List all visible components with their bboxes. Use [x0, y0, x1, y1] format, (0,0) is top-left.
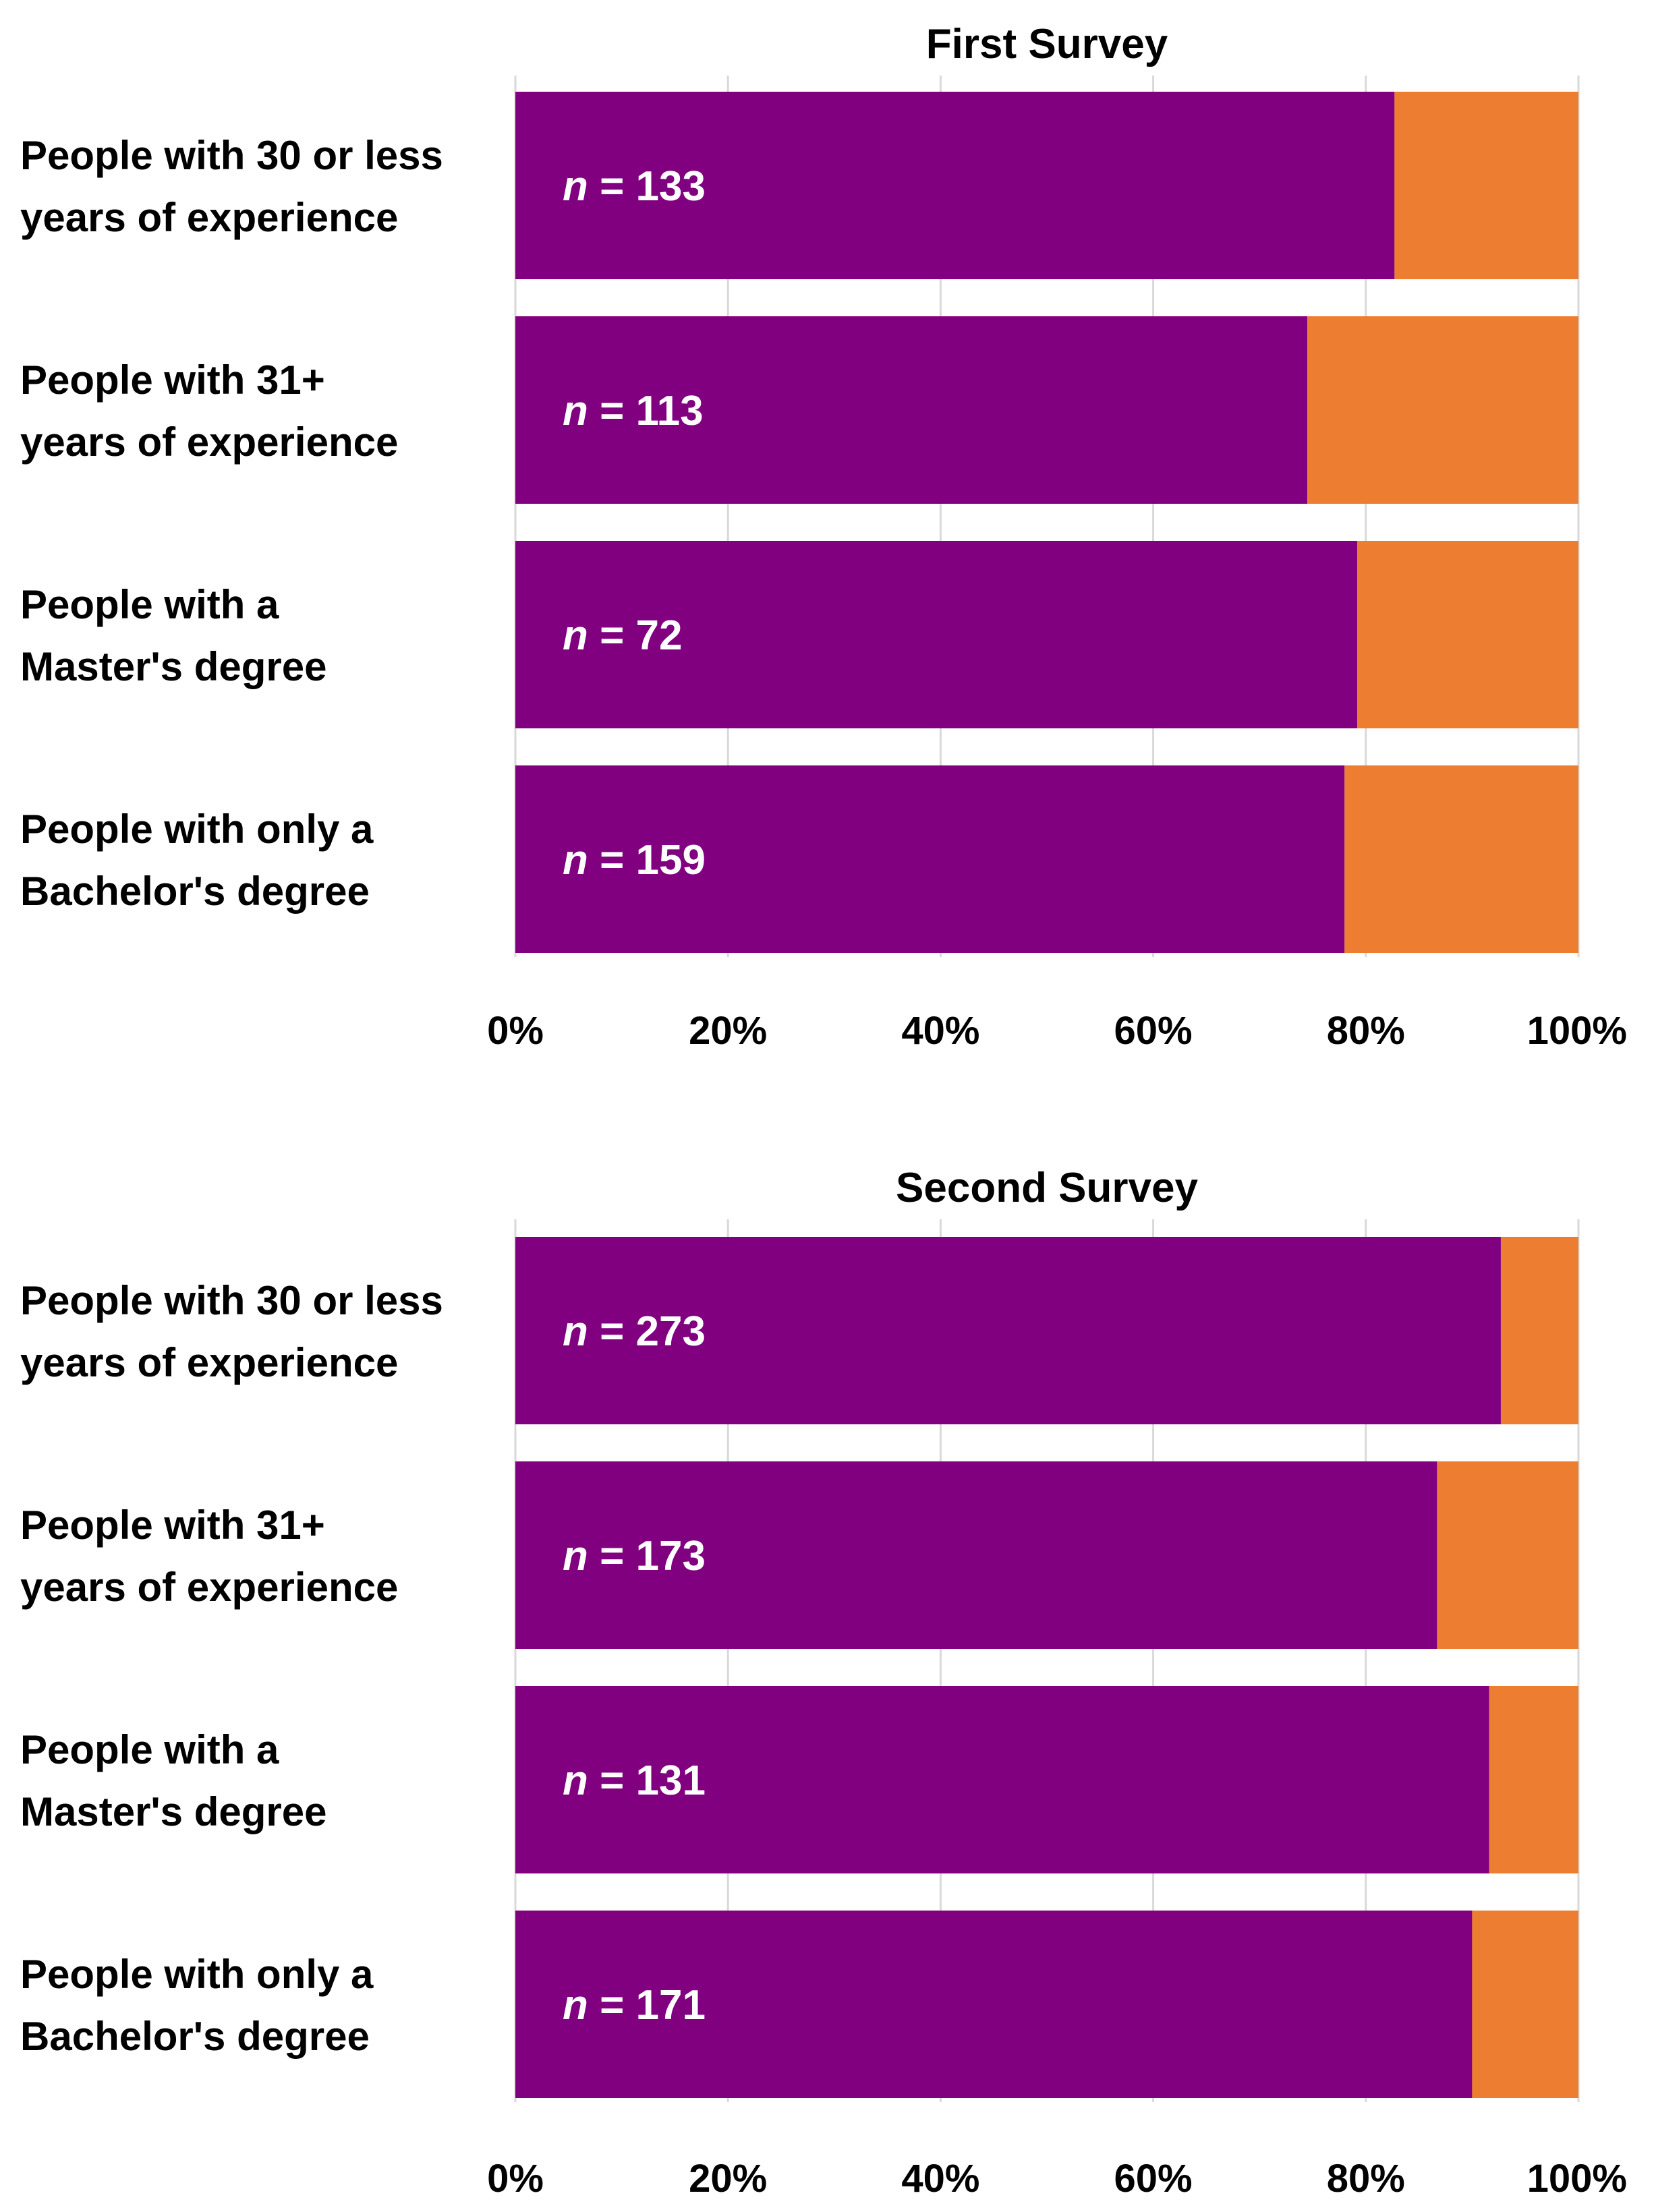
bar-segment-primary — [515, 1237, 1501, 1424]
bar-row: n = 173 — [515, 1461, 1578, 1649]
chart-title: Second Survey — [896, 1165, 1198, 1211]
bar-segment-primary — [515, 765, 1345, 953]
x-tick-label: 40% — [901, 1009, 979, 1053]
category-label: People with a Master's degree — [20, 582, 326, 689]
sample-size-label: n = 171 — [563, 1982, 706, 2029]
bar-row: n = 113 — [515, 316, 1578, 504]
bar-segment-primary — [515, 1686, 1489, 1873]
sample-size-label: n = 273 — [563, 1308, 706, 1355]
x-tick-label: 0% — [487, 1009, 544, 1053]
bar-segment-primary — [515, 316, 1308, 504]
sample-size-label: n = 113 — [563, 388, 704, 434]
category-label: People with only a Bachelor's degree — [20, 807, 374, 914]
category-label: People with 31+ years of experience — [20, 357, 398, 465]
bar-segment-secondary — [1344, 765, 1578, 953]
chart-1: First Survey n = 133 People with 30 or les… — [20, 21, 1627, 1053]
x-tick-label: 40% — [901, 2157, 979, 2201]
category-label: People with 31+ years of experience — [20, 1503, 398, 1610]
sample-size-label: n = 131 — [563, 1757, 706, 1804]
x-tick-label: 20% — [689, 2157, 767, 2201]
bar-row: n = 133 — [515, 92, 1578, 279]
bar-segment-primary — [515, 92, 1395, 279]
x-tick-label: 100% — [1527, 2157, 1627, 2201]
x-tick-label: 20% — [689, 1009, 767, 1053]
bar-segment-primary — [515, 1911, 1473, 2098]
sample-size-label: n = 72 — [563, 612, 683, 659]
x-tick-label: 80% — [1327, 1009, 1405, 1053]
chart-title: First Survey — [926, 21, 1168, 67]
bar-row: n = 131 — [515, 1686, 1578, 1873]
sample-size-label: n = 173 — [563, 1533, 706, 1579]
x-tick-label: 100% — [1527, 1009, 1627, 1053]
x-tick-label: 80% — [1327, 2157, 1405, 2201]
bar-segment-secondary — [1500, 1237, 1578, 1424]
bar-row: n = 273 — [515, 1237, 1578, 1424]
x-tick-label: 60% — [1114, 2157, 1193, 2201]
category-label: People with only a Bachelor's degree — [20, 1952, 374, 2059]
category-label: People with 30 or less years of experienc… — [20, 1278, 443, 1385]
sample-size-label: n = 133 — [563, 163, 706, 210]
bar-segment-secondary — [1394, 92, 1578, 279]
bar-segment-secondary — [1489, 1686, 1578, 1873]
category-label: People with 30 or less years of experienc… — [20, 133, 443, 240]
bar-segment-secondary — [1357, 541, 1578, 728]
bar-segment-secondary — [1307, 316, 1578, 504]
bar-row: n = 171 — [515, 1911, 1578, 2098]
bar-segment-secondary — [1472, 1911, 1578, 2098]
category-label: People with a Master's degree — [20, 1727, 326, 1834]
bar-segment-primary — [515, 1461, 1437, 1649]
bar-row: n = 72 — [515, 541, 1578, 728]
sample-size-label: n = 159 — [563, 837, 706, 883]
bar-segment-primary — [515, 541, 1358, 728]
x-tick-label: 60% — [1114, 1009, 1193, 1053]
chart-2: Second Survey n = 273 People with 30 or le… — [20, 1165, 1627, 2201]
bar-segment-secondary — [1437, 1461, 1578, 1649]
x-tick-label: 0% — [487, 2157, 544, 2201]
bar-row: n = 159 — [515, 765, 1578, 953]
